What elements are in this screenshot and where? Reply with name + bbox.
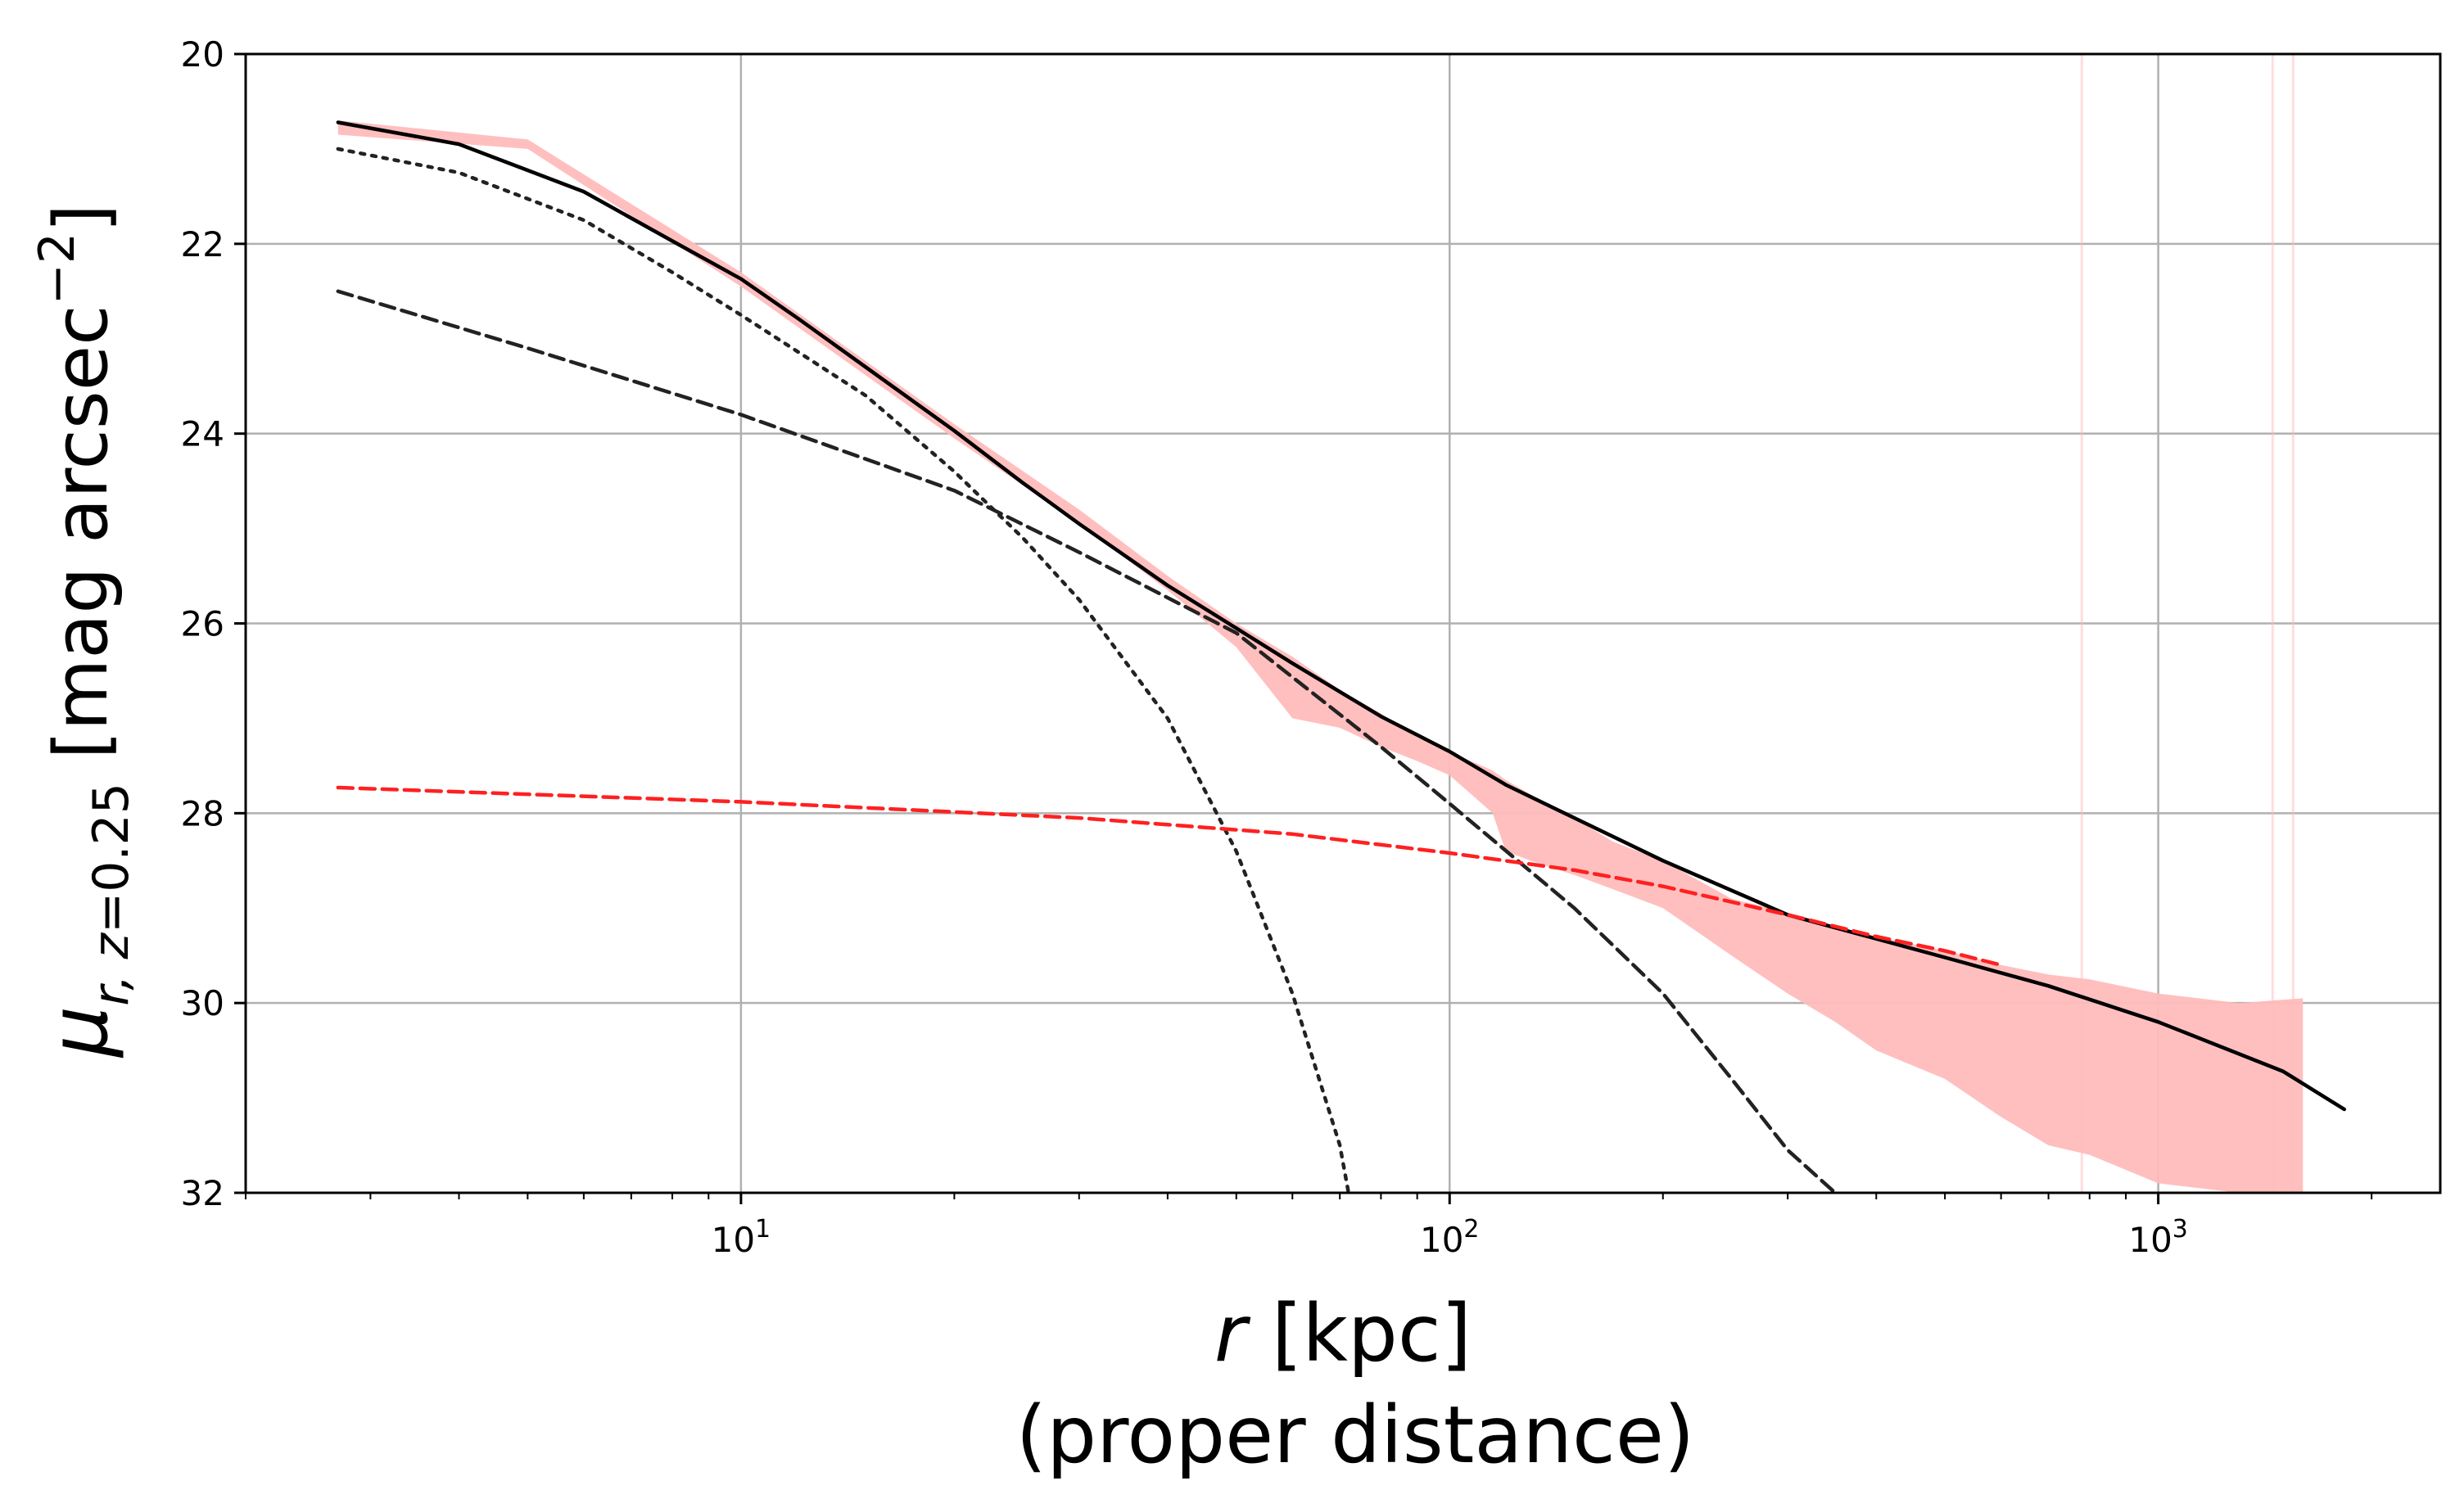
y-tick-label: 22: [181, 224, 224, 264]
uncertainty-band: [337, 54, 2304, 1193]
y-tick-label: 28: [181, 793, 224, 833]
y-tick-label: 30: [181, 983, 224, 1023]
y-tick-label: 26: [181, 604, 224, 644]
series-line-total: [336, 120, 2347, 1112]
y-tick-label: 24: [181, 414, 224, 454]
series-line-inner: [336, 147, 1351, 1193]
series-line-icl: [336, 785, 2003, 968]
x-tick-label: 102: [1420, 1215, 1480, 1260]
x-axis-subtitle: (proper distance): [1016, 1389, 1695, 1481]
y-tick-label: 20: [181, 34, 224, 74]
y-axis-title: μr, z=0.25 [mag arcsec−2]: [29, 204, 140, 1059]
x-tick-label: 103: [2128, 1215, 2188, 1260]
axis-ticks: 20 22 24 26 28 30 32 101 102 103: [181, 34, 2373, 1260]
x-axis-title: r [kpc]: [1214, 1288, 1472, 1379]
series-lines: [336, 120, 2347, 1193]
x-tick-label: 101: [712, 1215, 771, 1260]
band-area: [337, 120, 2304, 1193]
y-tick-label: 32: [181, 1173, 224, 1213]
series-line-outer: [336, 289, 1838, 1193]
